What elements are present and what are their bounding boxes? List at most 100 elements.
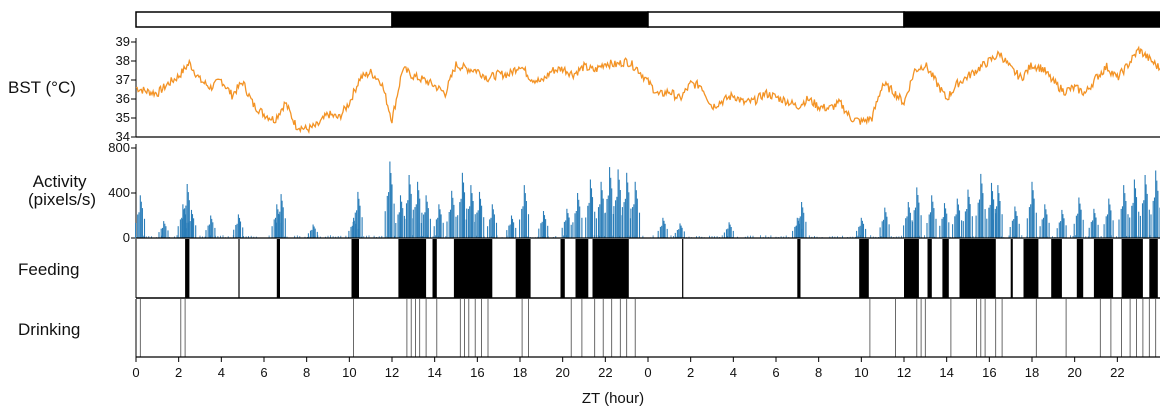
activity-burst-21: [474, 191, 485, 238]
bst-y-tick-label-5: 39: [116, 34, 130, 49]
x-tick-label-2: 4: [218, 365, 225, 380]
light-dark-segment-1: [391, 11, 649, 28]
feeding-event-19: [1023, 239, 1039, 298]
bst-y-tick-label-0: 34: [116, 129, 130, 144]
activity-burst-58: [1129, 179, 1140, 238]
x-tick-label-16: 8: [815, 365, 822, 380]
x-tick-label-8: 16: [470, 365, 484, 380]
activity-burst-11: [352, 191, 363, 238]
activity-burst-16: [420, 195, 431, 238]
activity-burst-43: [926, 195, 937, 238]
feeding-event-22: [1093, 239, 1114, 298]
activity-burst-25: [538, 211, 549, 238]
feeding-event-2: [276, 239, 280, 298]
x-tick-label-3: 6: [260, 365, 267, 380]
light-dark-bar: [135, 11, 1160, 28]
feeding-panel: [135, 239, 1160, 299]
activity-burst-29: [595, 181, 606, 238]
activity-burst-55: [1088, 208, 1099, 238]
activity-burst-45: [952, 198, 963, 238]
feeding-event-9: [575, 239, 589, 298]
feeding-event-15: [927, 239, 932, 298]
activity-burst-12: [384, 161, 395, 238]
activity-burst-20: [465, 185, 476, 238]
x-tick-label-11: 22: [598, 365, 612, 380]
x-tick-label-13: 2: [687, 365, 694, 380]
x-tick-label-12: 0: [644, 365, 651, 380]
x-tick-label-1: 2: [175, 365, 182, 380]
x-tick-label-4: 8: [303, 365, 310, 380]
activity-burst-41: [903, 202, 914, 238]
x-tick-label-20: 16: [982, 365, 996, 380]
feeding-event-12: [797, 239, 801, 298]
activity-burst-9: [307, 224, 318, 238]
activity-burst-14: [403, 175, 414, 238]
activity-y-tick-label-2: 800: [108, 140, 130, 155]
activity-burst-35: [674, 223, 685, 238]
activity-burst-57: [1118, 185, 1129, 238]
activity-burst-15: [412, 181, 423, 238]
activity-burst-32: [621, 172, 632, 238]
bst-axis-label: BST (°C): [8, 78, 76, 97]
feeding-event-11: [682, 239, 684, 298]
x-tick-label-21: 18: [1025, 365, 1039, 380]
feeding-event-18: [1010, 239, 1013, 298]
feeding-event-16: [942, 239, 949, 298]
activity-burst-49: [992, 185, 1003, 238]
activity-burst-1: [158, 221, 169, 238]
bst-series-line: [135, 45, 1160, 135]
activity-burst-24: [519, 185, 530, 238]
activity-y-tick-label-0: 0: [123, 230, 130, 245]
x-tick-label-9: 18: [513, 365, 527, 380]
activity-axis-label: Activity (pixels/s): [28, 172, 96, 209]
feeding-axis-label: Feeding: [18, 260, 79, 279]
bst-y-tick-label-1: 35: [116, 110, 130, 125]
light-dark-segment-0: [135, 11, 393, 28]
activity-burst-39: [856, 217, 867, 238]
activity-burst-44: [939, 203, 950, 238]
activity-burst-56: [1103, 198, 1114, 238]
activity-burst-4: [186, 209, 197, 238]
drinking-panel: [135, 299, 1157, 357]
bst-panel: 34 35 36 37 38 39: [116, 34, 1160, 144]
activity-burst-17: [433, 204, 444, 238]
feeding-event-10: [592, 239, 629, 298]
activity-burst-28: [585, 179, 596, 238]
activity-axis-label-line2: (pixels/s): [28, 190, 96, 209]
activity-burst-27: [572, 193, 583, 238]
activity-burst-8: [275, 194, 286, 238]
feeding-event-7: [515, 239, 531, 298]
x-tick-label-10: 20: [555, 365, 569, 380]
activity-axis-label-line1: Activity: [33, 172, 87, 191]
feeding-event-6: [453, 239, 493, 298]
activity-burst-19: [457, 172, 468, 238]
activity-burst-26: [561, 208, 572, 238]
activity-burst-36: [723, 222, 734, 238]
activity-burst-53: [1056, 209, 1067, 238]
x-tick-label-0: 0: [132, 365, 139, 380]
feeding-event-1: [238, 239, 240, 298]
activity-burst-31: [612, 169, 623, 238]
activity-burst-5: [205, 215, 216, 238]
activity-burst-0: [135, 195, 146, 238]
activity-burst-22: [487, 204, 498, 238]
x-axis-title: ZT (hour): [582, 390, 644, 407]
feeding-event-14: [904, 239, 919, 298]
feeding-event-24: [1149, 239, 1158, 298]
activity-panel: 0 400 800: [108, 140, 1160, 245]
feeding-event-17: [959, 239, 996, 298]
activity-burst-59: [1139, 175, 1150, 238]
light-dark-segment-3: [903, 11, 1160, 28]
x-tick-label-5: 10: [342, 365, 356, 380]
activity-burst-38: [796, 202, 807, 238]
activity-burst-34: [657, 217, 668, 238]
x-tick-label-23: 22: [1110, 365, 1124, 380]
activity-burst-23: [506, 215, 517, 238]
activity-y-tick-label-1: 400: [108, 185, 130, 200]
feeding-event-21: [1076, 239, 1084, 298]
activity-burst-40: [879, 207, 890, 238]
x-tick-label-15: 6: [772, 365, 779, 380]
activity-burst-33: [629, 181, 641, 238]
feeding-event-0: [185, 239, 190, 298]
